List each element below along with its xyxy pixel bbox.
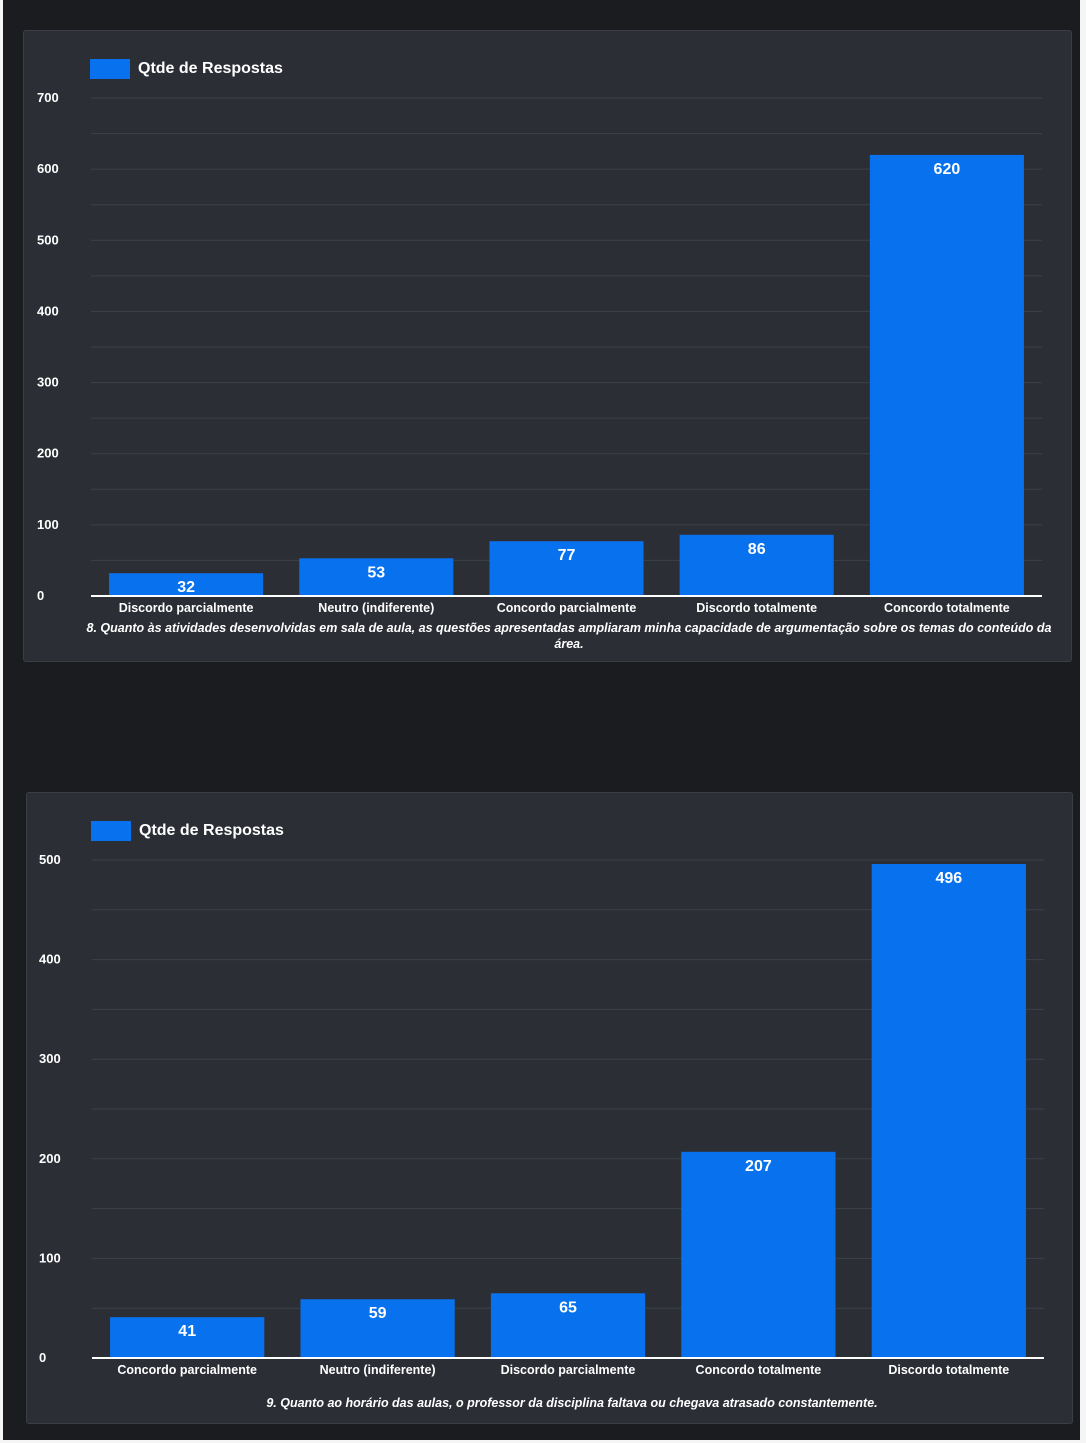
y-tick-label: 200 xyxy=(39,1151,61,1166)
x-tick-label: Discordo parcialmente xyxy=(119,601,254,615)
y-tick-label: 0 xyxy=(37,588,44,603)
y-tick-label: 0 xyxy=(39,1350,46,1365)
data-label: 53 xyxy=(367,564,385,581)
x-tick-label: Neutro (indiferente) xyxy=(320,1363,436,1377)
legend-label: Qtde de Respostas xyxy=(138,60,283,77)
y-tick-label: 500 xyxy=(37,232,59,247)
data-label: 620 xyxy=(934,161,961,178)
data-label: 59 xyxy=(369,1305,387,1322)
bar[interactable] xyxy=(871,863,1026,1358)
y-tick-label: 100 xyxy=(37,517,59,532)
chart-caption: 9. Quanto ao horário das aulas, o profes… xyxy=(266,1396,878,1410)
data-label: 32 xyxy=(177,579,195,596)
y-tick-label: 700 xyxy=(37,90,59,105)
data-label: 77 xyxy=(558,547,576,564)
bar[interactable] xyxy=(489,541,644,596)
bar[interactable] xyxy=(299,558,454,596)
y-tick-label: 500 xyxy=(39,852,61,867)
y-tick-label: 400 xyxy=(39,952,61,967)
bar[interactable] xyxy=(681,1151,836,1358)
x-tick-label: Concordo parcialmente xyxy=(117,1363,257,1377)
chart-legend: Qtde de Respostas xyxy=(90,59,283,79)
x-tick-label: Concordo totalmente xyxy=(884,601,1010,615)
x-tick-label: Concordo totalmente xyxy=(696,1363,822,1377)
x-tick-label: Neutro (indiferente) xyxy=(318,601,434,615)
y-tick-label: 300 xyxy=(39,1051,61,1066)
x-tick-label: Discordo totalmente xyxy=(696,601,817,615)
chart-caption: 8. Quanto às atividades desenvolvidas em… xyxy=(86,621,1052,651)
page-edge-left xyxy=(0,0,3,1443)
bar[interactable] xyxy=(869,154,1024,596)
data-label: 496 xyxy=(935,870,962,887)
y-tick-label: 100 xyxy=(39,1250,61,1265)
chart-panel-question-8: 0 100 200 300 400 500 600 700 32 Discordo parcial… xyxy=(23,30,1072,662)
y-tick-label: 600 xyxy=(37,161,59,176)
y-tick-label: 200 xyxy=(37,446,59,461)
legend-swatch xyxy=(91,821,131,841)
bar[interactable] xyxy=(490,1293,646,1358)
bar[interactable] xyxy=(110,1317,265,1358)
bar[interactable] xyxy=(300,1299,455,1358)
data-label: 207 xyxy=(745,1158,772,1175)
data-label: 65 xyxy=(559,1299,577,1316)
data-label: 86 xyxy=(748,541,766,558)
x-tick-label: Concordo parcialmente xyxy=(497,601,637,615)
y-tick-label: 300 xyxy=(37,375,59,390)
page-edge-bottom xyxy=(0,1440,1086,1443)
data-label: 41 xyxy=(178,1323,196,1340)
chart-legend: Qtde de Respostas xyxy=(91,821,284,841)
legend-label: Qtde de Respostas xyxy=(139,822,284,839)
legend-swatch xyxy=(90,59,130,79)
y-tick-label: 400 xyxy=(37,303,59,318)
x-tick-label: Discordo totalmente xyxy=(888,1363,1009,1377)
bar-chart-question-8: 0 100 200 300 400 500 600 700 32 Discordo parcial… xyxy=(37,90,1042,615)
bar[interactable] xyxy=(679,534,834,596)
bar-chart-question-9: 0 100 200 300 400 500 41 Concordo parcialmente 5… xyxy=(39,852,1044,1377)
page-edge-right xyxy=(1080,0,1086,1443)
bar[interactable] xyxy=(109,573,264,596)
chart-panel-question-9: 0 100 200 300 400 500 41 Concordo parcialmente 5… xyxy=(26,792,1073,1424)
x-tick-label: Discordo parcialmente xyxy=(501,1363,636,1377)
